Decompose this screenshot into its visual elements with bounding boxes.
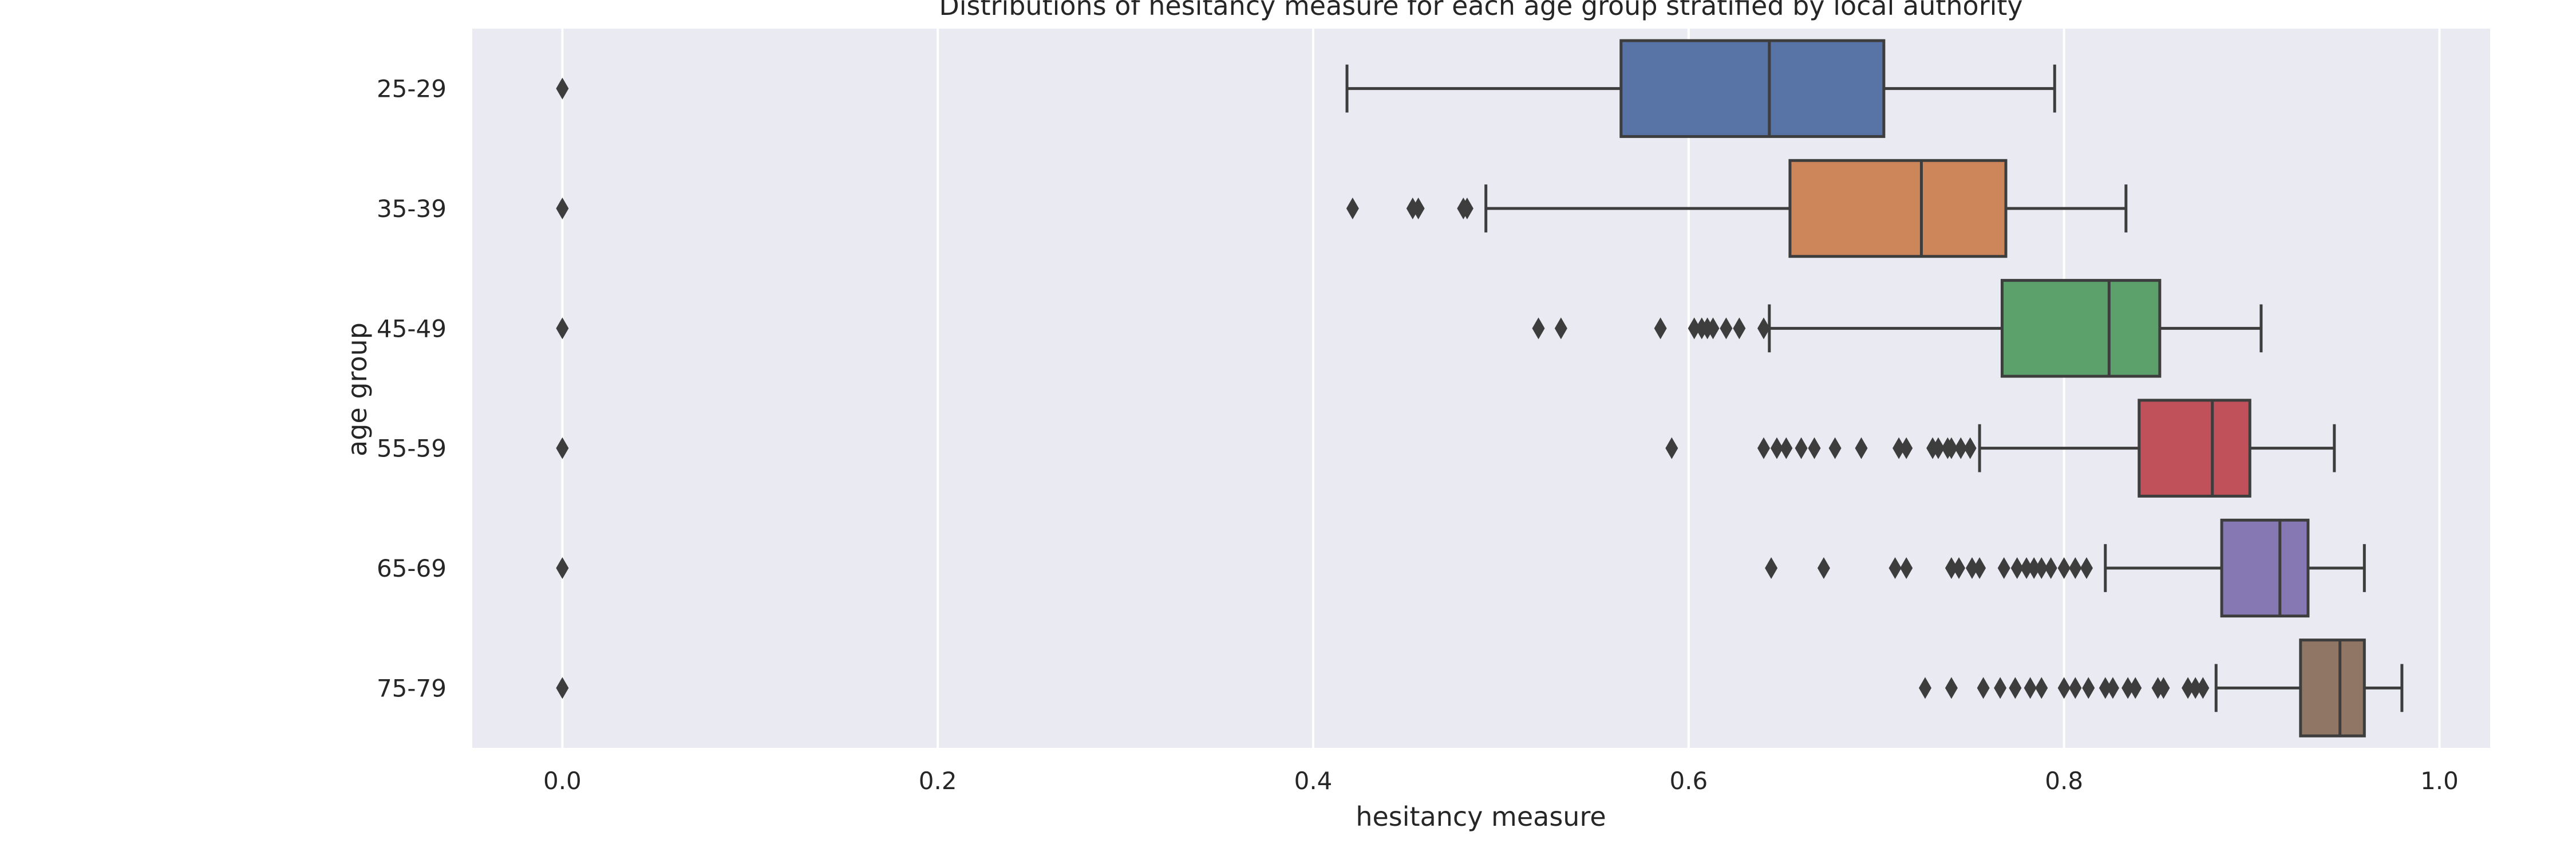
outlier-point <box>2009 677 2022 699</box>
outlier-point <box>1997 557 2010 579</box>
outlier-point <box>2057 557 2071 579</box>
outlier-point <box>1963 437 1977 459</box>
x-axis-label: hesitancy measure <box>1356 801 1606 832</box>
outlier-point <box>1706 317 1720 340</box>
y-tick-label: 35-39 <box>377 195 447 223</box>
x-tick-label: 0.0 <box>543 767 582 795</box>
outlier-point <box>556 77 569 100</box>
outlier-point <box>2082 677 2095 699</box>
box-group-25-29 <box>556 39 2056 138</box>
outlier-point <box>1757 317 1770 340</box>
outlier-point <box>2057 677 2071 699</box>
iqr-box <box>2220 518 2310 618</box>
outlier-point <box>556 437 569 459</box>
outlier-point <box>1765 557 1778 579</box>
box-group-65-69 <box>556 518 2366 618</box>
outlier-point <box>1953 557 1966 579</box>
iqr-box <box>2299 639 2366 738</box>
outlier-point <box>1888 557 1902 579</box>
outlier-point <box>1931 437 1945 459</box>
outlier-point <box>1817 557 1830 579</box>
outlier-point <box>1945 557 1958 579</box>
outlier-point <box>1973 557 1986 579</box>
x-tick-label: 0.2 <box>919 767 957 795</box>
outlier-point <box>1828 437 1842 459</box>
outlier-point <box>2129 677 2142 699</box>
outlier-point <box>1532 317 1545 340</box>
outlier-point <box>556 198 569 219</box>
outlier-point <box>1720 317 1733 340</box>
x-tick-label: 0.8 <box>2045 767 2083 795</box>
outlier-point <box>1665 437 1678 459</box>
outlier-point <box>1945 677 1958 699</box>
outlier-point <box>1688 317 1701 340</box>
outlier-point <box>2044 557 2057 579</box>
y-tick-label: 45-49 <box>377 314 447 342</box>
outlier-point <box>1757 437 1770 459</box>
outlier-point <box>2106 677 2119 699</box>
outlier-point <box>2182 677 2195 699</box>
gridlines <box>561 29 2441 748</box>
boxes-layer <box>556 39 2404 738</box>
outlier-point <box>1900 557 1913 579</box>
outlier-point <box>1977 677 1990 699</box>
iqr-box <box>1619 39 1886 138</box>
outlier-point <box>1855 437 1868 459</box>
y-tick-label: 55-59 <box>377 435 447 463</box>
y-axis-label: age group <box>342 322 373 456</box>
x-tick-label: 0.4 <box>1294 767 1333 795</box>
outlier-point <box>1965 557 1978 579</box>
outlier-point <box>1654 317 1667 340</box>
outlier-point <box>2024 677 2037 699</box>
outlier-point <box>2035 677 2048 699</box>
outlier-point <box>2196 677 2210 699</box>
x-tick-label: 0.6 <box>1669 767 1708 795</box>
outlier-point <box>2035 557 2048 579</box>
outlier-point <box>2189 677 2202 699</box>
iqr-box <box>2000 279 2162 378</box>
outlier-point <box>1770 437 1783 459</box>
x-tick-labels: 0.0 0.2 0.4 0.6 0.8 1.0 <box>543 767 2459 795</box>
outlier-point <box>556 317 569 340</box>
outlier-point <box>1460 198 1473 219</box>
x-tick-label: 1.0 <box>2420 767 2459 795</box>
outlier-point <box>2069 677 2082 699</box>
iqr-box <box>2138 399 2251 498</box>
outlier-point <box>2157 677 2170 699</box>
outlier-point <box>2121 677 2135 699</box>
y-tick-label: 65-69 <box>377 554 447 582</box>
outlier-point <box>2010 557 2024 579</box>
outlier-point <box>1808 437 1821 459</box>
plot-area <box>472 29 2490 748</box>
outlier-point <box>556 677 569 699</box>
outlier-point <box>1346 198 1359 219</box>
outlier-point <box>556 557 569 579</box>
iqr-box <box>1788 159 2008 258</box>
outlier-point <box>1945 437 1958 459</box>
outlier-point <box>1919 677 1931 699</box>
outlier-point <box>1954 437 1967 459</box>
outlier-point <box>1733 317 1746 340</box>
chart-title: Distributions of hesitancy measure for e… <box>939 0 2022 21</box>
outlier-point <box>1893 437 1906 459</box>
box-group-35-39 <box>556 159 2128 258</box>
outlier-point <box>2069 557 2082 579</box>
outlier-point <box>2080 557 2093 579</box>
outlier-point <box>2020 557 2033 579</box>
y-tick-labels: 25-29 35-39 45-49 55-59 65-69 75-79 <box>377 75 447 703</box>
y-tick-label: 25-29 <box>377 75 447 103</box>
y-tick-label: 75-79 <box>377 674 447 702</box>
outlier-point <box>2099 677 2112 699</box>
box-group-75-79 <box>556 639 2404 738</box>
outlier-point <box>1554 317 1567 340</box>
outlier-point <box>1994 677 2007 699</box>
outlier-point <box>1795 437 1808 459</box>
outlier-point <box>1780 437 1793 459</box>
box-group-45-49 <box>556 279 2263 378</box>
box-group-55-59 <box>556 399 2336 498</box>
outlier-point <box>1900 437 1913 459</box>
outlier-point <box>1412 198 1425 219</box>
outlier-point <box>2028 557 2041 579</box>
